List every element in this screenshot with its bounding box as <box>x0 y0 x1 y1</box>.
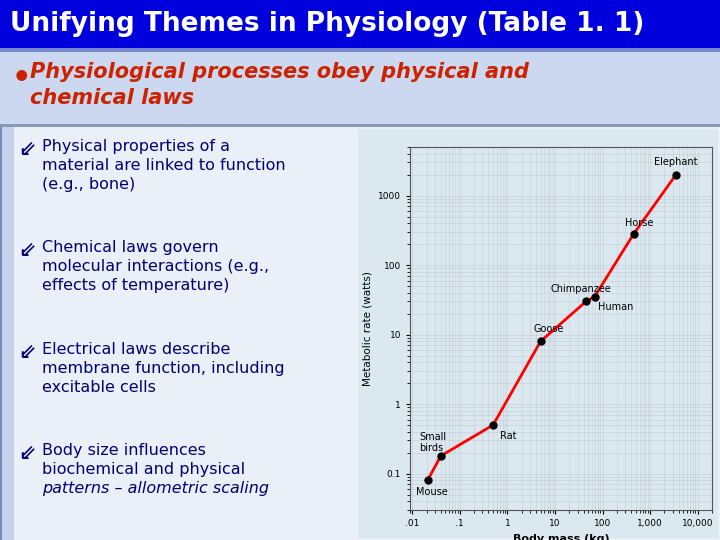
Bar <box>0 127 2 540</box>
Text: Physical properties of a: Physical properties of a <box>42 139 230 154</box>
Bar <box>0 127 2 540</box>
Text: ⇙: ⇙ <box>18 240 35 260</box>
Text: (e.g., bone): (e.g., bone) <box>42 177 135 192</box>
Bar <box>0 127 2 540</box>
Text: chemical laws: chemical laws <box>30 88 194 108</box>
Text: Chimpanzee: Chimpanzee <box>550 284 611 294</box>
Bar <box>0 127 14 540</box>
Text: •: • <box>12 64 32 93</box>
Text: Human: Human <box>598 302 634 312</box>
Text: ⇙: ⇙ <box>18 139 35 159</box>
Bar <box>0 48 720 52</box>
Text: ⇙: ⇙ <box>18 341 35 361</box>
Bar <box>0 127 2 540</box>
Bar <box>0 127 2 540</box>
Text: Small
birds: Small birds <box>419 432 446 454</box>
Text: excitable cells: excitable cells <box>42 380 156 395</box>
Text: effects of temperature): effects of temperature) <box>42 278 230 293</box>
Bar <box>0 127 2 540</box>
Bar <box>0 127 2 540</box>
Text: Rat: Rat <box>500 431 516 441</box>
Bar <box>0 127 2 540</box>
Text: patterns – allometric scaling: patterns – allometric scaling <box>42 481 269 496</box>
Bar <box>0 127 2 540</box>
Text: ⇙: ⇙ <box>18 443 35 463</box>
Bar <box>0 0 720 48</box>
Text: biochemical and physical: biochemical and physical <box>42 462 245 477</box>
Bar <box>358 129 718 538</box>
Text: material are linked to function: material are linked to function <box>42 158 286 173</box>
Bar <box>0 124 720 127</box>
Bar <box>0 127 2 540</box>
Text: Body size influences: Body size influences <box>42 443 206 458</box>
Text: Physiological processes obey physical and: Physiological processes obey physical an… <box>30 62 529 82</box>
Text: Elephant: Elephant <box>654 158 698 167</box>
Text: membrane function, including: membrane function, including <box>42 361 284 375</box>
Bar <box>0 127 2 540</box>
Bar <box>0 127 720 540</box>
Text: molecular interactions (e.g.,: molecular interactions (e.g., <box>42 259 269 274</box>
Bar <box>0 127 2 540</box>
Y-axis label: Metabolic rate (watts): Metabolic rate (watts) <box>362 271 372 386</box>
Text: Horse: Horse <box>625 218 654 228</box>
Bar <box>0 127 2 540</box>
Bar <box>0 127 2 540</box>
Text: Chemical laws govern: Chemical laws govern <box>42 240 219 255</box>
Text: Mouse: Mouse <box>416 487 448 497</box>
Text: Electrical laws describe: Electrical laws describe <box>42 341 230 356</box>
Bar <box>0 127 2 540</box>
X-axis label: Body mass (kg): Body mass (kg) <box>513 534 609 540</box>
Bar <box>0 127 2 540</box>
Bar <box>0 127 2 540</box>
Bar <box>0 52 720 124</box>
Text: Unifying Themes in Physiology (Table 1. 1): Unifying Themes in Physiology (Table 1. … <box>10 11 644 37</box>
Bar <box>0 127 2 540</box>
Text: Goose: Goose <box>534 324 564 334</box>
